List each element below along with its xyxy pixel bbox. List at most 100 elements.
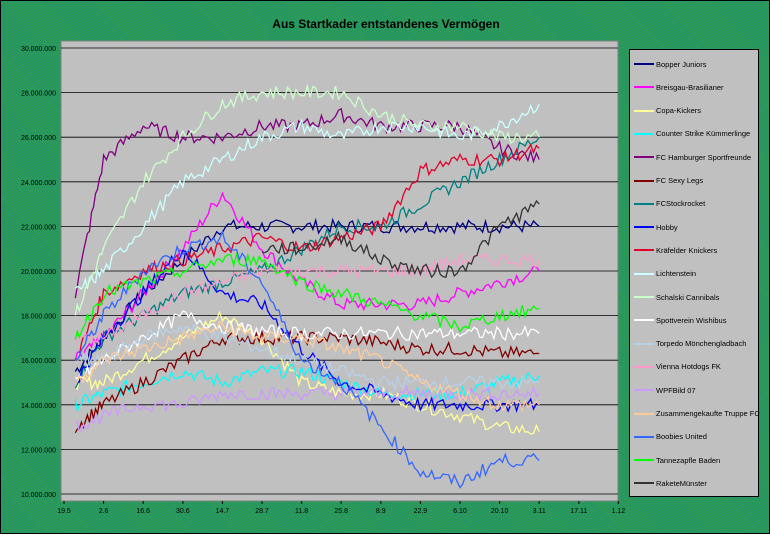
legend-swatch — [634, 319, 654, 322]
legend-label: FCStockrocket — [656, 199, 706, 209]
legend-label: Torpedo Mönchengladbach — [656, 339, 747, 349]
y-tick-label: 14.000.000 — [21, 403, 56, 410]
series-line-spottverein-wishibus — [74, 310, 540, 380]
legend-swatch — [634, 296, 654, 298]
series-line-lichtenstein — [74, 103, 540, 291]
legend-swatch — [634, 86, 654, 89]
x-tick-label: 25.8 — [334, 508, 348, 515]
series-line-wpfbild-07 — [74, 385, 540, 432]
legend-label: Spottverein Wishibus — [656, 315, 727, 325]
series-line-kr-felder-knickers — [74, 143, 540, 362]
legend-item: FCStockrocket — [634, 198, 705, 210]
series-line-raketem-nster — [261, 199, 540, 279]
legend-swatch — [634, 389, 654, 392]
legend-item: Lichtenstein — [634, 268, 696, 280]
legend-item: Boobies United — [634, 431, 707, 443]
x-tick-label: 1.12 — [612, 508, 626, 515]
y-tick-label: 26.000.000 — [21, 135, 56, 142]
series-line-vienna-hotdogs-fk — [74, 251, 540, 346]
legend-label: Vienna Hotdogs FK — [656, 362, 721, 372]
legend-item: Vienna Hotdogs FK — [634, 361, 721, 373]
legend-label: Breisgau-Brasilianer — [656, 82, 724, 92]
legend-label: Counter Strike Kümmerlinge — [656, 129, 751, 139]
legend-label: RaketeMünster — [656, 478, 707, 488]
series-line-tannezapfle-baden — [74, 252, 540, 341]
x-tick-label: 17.11 — [570, 508, 587, 515]
legend-swatch — [634, 63, 654, 65]
legend-item: Torpedo Mönchengladbach — [634, 338, 746, 350]
series-line-schalski-cannibals — [74, 83, 540, 316]
y-tick-label: 22.000.000 — [21, 224, 56, 231]
legend-label: Lichtenstein — [656, 269, 697, 279]
legend-swatch — [634, 412, 654, 415]
x-tick-label: 8.9 — [376, 508, 386, 515]
y-tick-label: 12.000.000 — [21, 447, 56, 454]
y-tick-label: 10.000.000 — [21, 492, 56, 499]
legend: Bopper Juniors Breisgau-Brasilianer Copa-K… — [629, 49, 760, 497]
x-tick-label: 30.6 — [176, 508, 190, 515]
series-line-hobby — [75, 249, 540, 413]
x-tick-label: 6.10 — [453, 508, 467, 515]
legend-swatch — [634, 482, 654, 485]
x-tick-label: 16.6 — [136, 508, 150, 515]
legend-item: Breisgau-Brasilianer — [634, 81, 724, 93]
legend-item: FC Sexy Legs — [634, 175, 703, 187]
legend-swatch — [634, 365, 654, 368]
legend-item: Counter Strike Kümmerlinge — [634, 128, 750, 140]
y-tick-label: 28.000.000 — [21, 91, 56, 98]
x-tick-label: 2.6 — [99, 508, 109, 515]
legend-swatch — [634, 202, 654, 205]
legend-item: RaketeMünster — [634, 477, 707, 489]
legend-label: Hobby — [656, 222, 678, 232]
legend-item: Copa-Kickers — [634, 105, 701, 117]
legend-swatch — [634, 459, 654, 462]
legend-item: Spottverein Wishibus — [634, 314, 726, 326]
x-tick-label: 28.7 — [255, 508, 269, 515]
series-line-boobies-united — [75, 229, 540, 489]
legend-item: Hobby — [634, 221, 678, 233]
y-tick-label: 18.000.000 — [21, 314, 56, 321]
legend-item: Schalski Cannibals — [634, 291, 719, 303]
legend-item: WPFBild 07 — [634, 384, 696, 396]
legend-swatch — [634, 156, 654, 159]
legend-item: Zusammengekaufte Truppe FC — [634, 408, 760, 420]
x-tick-label: 20.10 — [491, 508, 509, 515]
legend-label: Bopper Juniors — [656, 59, 707, 69]
legend-label: WPFBild 07 — [656, 385, 696, 395]
legend-label: FC Hamburger Sportfreunde — [656, 152, 752, 162]
legend-item: FC Hamburger Sportfreunde — [634, 151, 751, 163]
legend-label: Boobies United — [656, 432, 707, 442]
legend-swatch — [634, 342, 654, 345]
series-line-fc-hamburger-sportfreunde — [74, 107, 540, 299]
legend-swatch — [634, 435, 654, 438]
legend-label: Copa-Kickers — [656, 106, 702, 116]
legend-item: Kräfelder Knickers — [634, 244, 717, 256]
legend-label: FC Sexy Legs — [656, 176, 704, 185]
x-tick-label: 22.9 — [414, 508, 428, 515]
y-tick-label: 16.000.000 — [21, 358, 56, 365]
x-tick-label: 19.5 — [57, 508, 71, 515]
series-line-zusammengekaufte-truppe-fc — [74, 320, 540, 413]
y-tick-label: 30.000.000 — [21, 46, 56, 53]
legend-swatch — [634, 249, 654, 252]
legend-label: Zusammengekaufte Truppe FC — [656, 409, 760, 418]
legend-item: Bopper Juniors — [634, 58, 706, 70]
legend-item: Tannezapfle Baden — [634, 454, 720, 466]
legend-swatch — [634, 109, 654, 112]
series-line-fc-sexy-legs — [74, 329, 540, 434]
legend-swatch — [634, 226, 654, 229]
legend-label: Kräfelder Knickers — [656, 245, 718, 255]
legend-swatch — [634, 132, 654, 135]
legend-label: Tannezapfle Baden — [656, 455, 721, 465]
y-tick-label: 24.000.000 — [21, 180, 56, 187]
x-tick-label: 14.7 — [216, 508, 230, 515]
series-line-copa-kickers — [74, 310, 540, 435]
x-tick-label: 3.11 — [533, 508, 546, 515]
legend-swatch — [634, 179, 654, 182]
y-tick-label: 20.000.000 — [21, 269, 56, 276]
series-line-bopper-juniors — [74, 217, 540, 374]
legend-label: Schalski Cannibals — [656, 292, 720, 302]
legend-swatch — [634, 272, 654, 275]
